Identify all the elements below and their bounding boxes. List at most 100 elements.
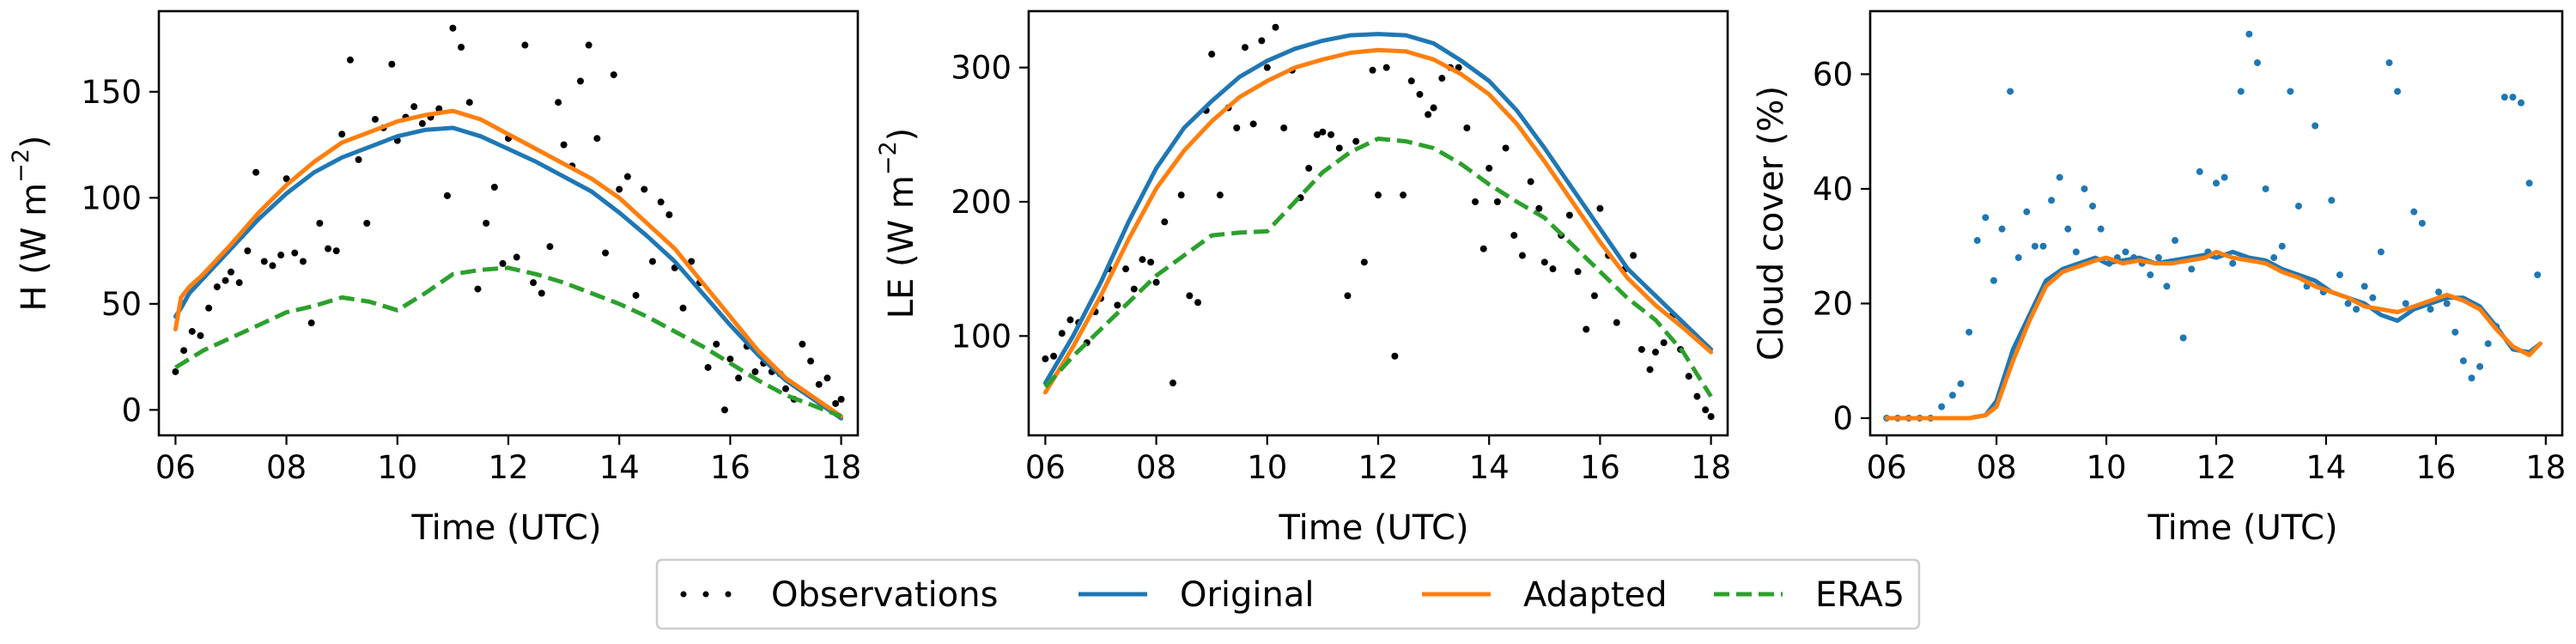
cloud-cover-observation-point — [2525, 179, 2533, 187]
h-xtick-label: 06 — [155, 449, 196, 486]
cloud-cover-observation-point — [2072, 248, 2080, 256]
le-observation-point — [1416, 90, 1424, 98]
cloud-cover-observation-point — [2253, 59, 2261, 67]
le-observation-point — [1463, 125, 1471, 132]
h-ytick-label: 0 — [121, 392, 142, 428]
le-observation-point — [1042, 355, 1049, 362]
cloud-cover-observation-point — [2089, 202, 2097, 210]
h-observation-point — [180, 347, 188, 355]
le-observation-point — [1510, 232, 1518, 240]
le-observation-point — [1114, 301, 1121, 309]
h-observation-point — [332, 247, 340, 255]
cloud-cover-xtick-label: 14 — [2306, 449, 2346, 486]
cloud-cover-observation-point — [2476, 362, 2484, 370]
le-observation-point — [1186, 292, 1194, 300]
cloud-cover-observation-point — [2427, 306, 2434, 313]
h-observation-point — [363, 220, 371, 227]
h-observation-point — [610, 71, 617, 79]
le-observation-point — [1574, 268, 1582, 276]
xlabel-le: Time (UTC) — [1278, 508, 1468, 548]
cloud-cover-observation-point — [2056, 173, 2063, 181]
cloud-cover-observation-point — [2294, 202, 2302, 210]
cloud-cover-observation-point — [2534, 271, 2542, 279]
cloud-cover-series-adapted — [1884, 249, 2543, 421]
le-observation-point — [1050, 352, 1058, 360]
le-observation-point — [1707, 413, 1715, 421]
h-observation-point — [307, 319, 315, 327]
le-observation-point — [1565, 211, 1573, 219]
h-observation-point — [530, 279, 538, 287]
cloud-cover-observation-point — [2328, 197, 2336, 204]
h-series-era5 — [174, 265, 842, 419]
cloud-cover-observation-point — [2147, 271, 2154, 279]
legend-observations-dot — [725, 591, 732, 598]
h-observation-point — [458, 43, 465, 51]
cloud-cover-observation-point — [2459, 357, 2467, 365]
cloud-cover-observation-point — [2410, 208, 2418, 216]
cloud-cover-plot-area — [1883, 30, 2543, 422]
le-series-adapted — [1042, 47, 1714, 395]
cloud-cover-observation-point — [2097, 225, 2105, 233]
h-observation-point — [704, 363, 712, 371]
le-observation-point — [1430, 104, 1437, 112]
le-observation-point — [1479, 245, 1487, 252]
h-observation-point — [616, 185, 623, 193]
legend-observations-dot — [702, 591, 709, 598]
cloud-cover-observation-point — [2014, 254, 2022, 262]
h-observation-point — [593, 135, 601, 143]
cloud-cover-observation-point — [1990, 276, 1997, 284]
panel-cloud-cover: Cloud cover (%) Time (UTC) 06 08 10 12 14 16 1… — [1752, 9, 2566, 548]
h-axes-frame — [157, 9, 860, 437]
cloud-cover-observation-point — [2278, 242, 2286, 250]
le-observation-point — [1583, 325, 1590, 333]
cloud-cover-observation-point — [1973, 237, 1981, 245]
le-observation-point — [1590, 292, 1598, 300]
h-observation-point — [602, 249, 610, 257]
cloud-cover-observation-point — [2229, 259, 2237, 267]
h-xtick-label: 16 — [710, 449, 750, 486]
cloud-cover-observation-point — [2007, 88, 2014, 95]
le-observation-point — [1472, 197, 1479, 205]
cloud-cover-observation-point — [2237, 88, 2245, 95]
h-xtick-label: 08 — [266, 449, 307, 486]
cloud-cover-observation-point — [2188, 265, 2196, 273]
le-series-era5 — [1043, 137, 1713, 398]
h-observation-point — [735, 374, 743, 382]
h-observation-point — [474, 285, 482, 293]
h-xtick-label: 14 — [599, 449, 640, 486]
le-observation-point — [1139, 256, 1146, 264]
le-observation-point — [1208, 51, 1216, 58]
ylabel-le: LE (W m−2) — [875, 128, 922, 319]
le-observation-point — [1485, 164, 1493, 172]
cloud-cover-xtick-label: 12 — [2196, 449, 2236, 486]
le-xtick-label: 14 — [1469, 449, 1510, 486]
le-ytick-label: 200 — [951, 184, 1012, 221]
h-observation-point — [632, 291, 640, 299]
le-xtick-label: 10 — [1247, 449, 1287, 486]
h-xtick-label: 18 — [821, 449, 861, 486]
le-observation-point — [1535, 204, 1543, 212]
le-observation-point — [1152, 278, 1160, 286]
h-observation-point — [299, 258, 307, 265]
le-observation-point — [1249, 120, 1257, 128]
h-observation-point — [490, 184, 498, 191]
cloud-cover-observation-point — [2221, 173, 2228, 181]
h-observation-point — [782, 385, 790, 392]
h-observation-point — [269, 262, 276, 270]
cloud-cover-observation-point — [2385, 59, 2393, 67]
h-series-adapted — [173, 108, 844, 419]
legend: Observations Original Adapted ERA5 — [655, 558, 1921, 630]
cloud-cover-observation-point — [2048, 197, 2056, 204]
le-observation-point — [1313, 131, 1321, 138]
le-xtick-label: 18 — [1691, 449, 1731, 486]
h-observation-point — [832, 399, 840, 407]
h-observation-point — [346, 56, 354, 64]
h-observation-point — [513, 253, 520, 261]
le-observation-point — [1518, 252, 1526, 259]
cloud-cover-observation-point — [2262, 185, 2269, 192]
h-observation-point — [538, 289, 545, 297]
h-observation-point — [648, 258, 656, 265]
cloud-cover-observation-point — [1938, 403, 1946, 410]
h-observation-point — [222, 276, 229, 284]
le-observation-point — [1613, 319, 1620, 326]
